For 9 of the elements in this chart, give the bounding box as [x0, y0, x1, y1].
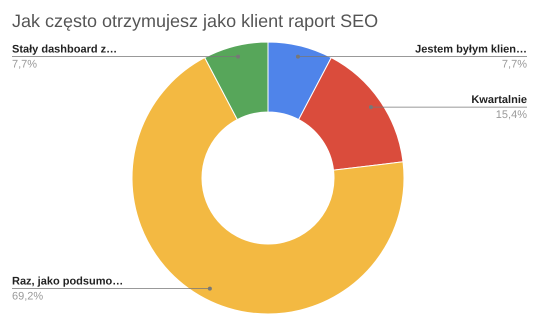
data-label: 7,7%	[502, 58, 528, 71]
slice-label: Jestem byłym klien…	[415, 44, 527, 56]
slice-label: Raz, jako podsumo…	[12, 276, 124, 288]
chart-title: Jak często otrzymujesz jako klient raport SEO	[12, 11, 378, 31]
data-label: 7,7%	[12, 58, 38, 71]
slice-label: Stały dashboard z…	[12, 44, 118, 56]
data-label: 69,2%	[12, 290, 44, 303]
slice-label: Kwartalnie	[471, 94, 527, 106]
data-label: 15,4%	[496, 109, 528, 122]
